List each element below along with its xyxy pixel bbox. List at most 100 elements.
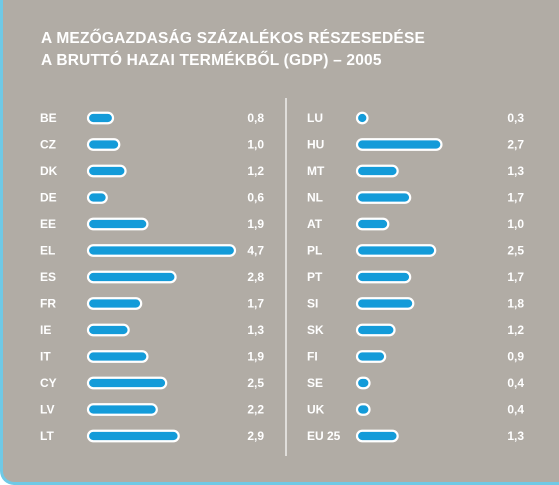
- category-label: FI: [307, 350, 318, 364]
- bar: [355, 164, 399, 178]
- bar-row-lu: LU 0,3: [307, 111, 524, 125]
- category-label: HU: [307, 138, 324, 152]
- category-label: ES: [40, 270, 56, 284]
- bar-row-ie: IE 1,3: [40, 323, 264, 337]
- bar-row-hu: HU 2,7: [307, 138, 524, 152]
- category-label: EL: [40, 244, 55, 258]
- category-label: BE: [40, 111, 57, 125]
- chart-title-line-2: A BRUTTÓ HAZAI TERMÉKBŐL (GDP) – 2005: [41, 52, 382, 69]
- bar: [355, 138, 443, 151]
- value-label: 4,7: [247, 244, 264, 258]
- category-label: SI: [307, 297, 318, 311]
- category-label: EE: [40, 217, 56, 231]
- category-label: FR: [40, 297, 56, 311]
- value-label: 1,7: [507, 270, 524, 284]
- category-label: UK: [307, 403, 325, 417]
- bar: [86, 297, 143, 310]
- bar: [355, 244, 437, 257]
- value-label: 2,2: [247, 403, 264, 417]
- bar: [86, 111, 115, 125]
- value-label: 0,4: [507, 376, 524, 390]
- value-label: 1,2: [247, 164, 264, 178]
- category-label: PT: [307, 270, 323, 284]
- value-label: 1,8: [507, 297, 524, 311]
- bar: [355, 217, 390, 231]
- category-label: EU 25: [307, 429, 341, 443]
- category-label: CZ: [40, 138, 56, 152]
- bar: [355, 297, 415, 310]
- category-label: PL: [307, 244, 322, 258]
- bar-row-it: IT 1,9: [40, 350, 264, 364]
- category-label: SK: [307, 323, 324, 337]
- bar-row-ee: EE 1,9: [40, 217, 264, 231]
- bar-row-de: DE 0,6: [40, 191, 264, 205]
- category-label: NL: [307, 191, 323, 205]
- bar-row-se: SE 0,4: [307, 376, 524, 390]
- chart-title: A MEZŐGAZDASÁG SZÁZALÉKOS RÉSZESEDÉSE A …: [41, 28, 425, 72]
- category-label: DE: [40, 191, 57, 205]
- bar-row-fr: FR 1,7: [40, 297, 264, 311]
- bar: [86, 403, 158, 416]
- chart-title-line-1: A MEZŐGAZDASÁG SZÁZALÉKOS RÉSZESEDÉSE: [41, 30, 426, 47]
- bar: [355, 323, 396, 337]
- bar-row-fi: FI 0,9: [307, 350, 524, 364]
- bar-row-dk: DK 1,2: [40, 164, 264, 178]
- bar: [86, 376, 168, 390]
- category-label: AT: [307, 217, 323, 231]
- bar-row-pl: PL 2,5: [307, 244, 524, 258]
- bar-row-nl: NL 1,7: [307, 191, 524, 205]
- category-label: LT: [40, 429, 54, 443]
- bar-row-be: BE 0,8: [40, 111, 264, 125]
- bar-row-at: AT 1,0: [307, 217, 524, 231]
- bar: [86, 270, 177, 284]
- value-label: 0,8: [247, 111, 264, 125]
- value-label: 1,3: [247, 323, 264, 337]
- value-label: 1,9: [247, 350, 264, 364]
- category-label: MT: [307, 164, 325, 178]
- bar-row-cz: CZ 1,0: [40, 138, 264, 152]
- value-label: 0,3: [507, 111, 524, 125]
- bar-row-pt: PT 1,7: [307, 270, 524, 284]
- bar: [86, 244, 237, 257]
- value-label: 0,9: [507, 350, 524, 364]
- bar: [355, 270, 412, 284]
- category-label: IE: [40, 323, 51, 337]
- value-label: 1,3: [507, 164, 524, 178]
- value-label: 1,3: [507, 429, 524, 443]
- bar: [355, 403, 371, 416]
- category-label: SE: [307, 376, 323, 390]
- bar-row-si: SI 1,8: [307, 297, 524, 311]
- bar: [86, 138, 121, 151]
- category-label: DK: [40, 164, 58, 178]
- bar-row-sk: SK 1,2: [307, 323, 524, 337]
- bar-row-mt: MT 1,3: [307, 164, 524, 178]
- bar: [86, 191, 108, 204]
- bar-row-uk: UK 0,4: [307, 403, 524, 417]
- bar-row-lt: LT 2,9: [40, 429, 264, 443]
- bar: [86, 164, 127, 178]
- bar-row-cy: CY 2,5: [40, 376, 264, 390]
- bar-row-es: ES 2,8: [40, 270, 264, 284]
- bar-row-el: EL 4,7: [40, 244, 264, 258]
- value-label: 1,2: [507, 323, 524, 337]
- value-label: 2,8: [247, 270, 264, 284]
- value-label: 1,7: [507, 191, 524, 205]
- value-label: 2,9: [247, 429, 264, 443]
- value-label: 0,4: [507, 403, 524, 417]
- bar-row-lv: LV 2,2: [40, 403, 264, 417]
- value-label: 1,0: [507, 217, 524, 231]
- value-label: 2,5: [507, 244, 524, 258]
- bar-row-eu-25: EU 25 1,3: [307, 429, 524, 443]
- bar: [355, 111, 369, 125]
- bar: [86, 350, 149, 363]
- value-label: 2,7: [507, 138, 524, 152]
- value-label: 0,6: [247, 191, 264, 205]
- category-label: CY: [40, 376, 57, 390]
- bar: [86, 323, 130, 337]
- value-label: 2,5: [247, 376, 264, 390]
- value-label: 1,9: [247, 217, 264, 231]
- bar: [355, 376, 371, 390]
- bar: [355, 191, 412, 204]
- value-label: 1,0: [247, 138, 264, 152]
